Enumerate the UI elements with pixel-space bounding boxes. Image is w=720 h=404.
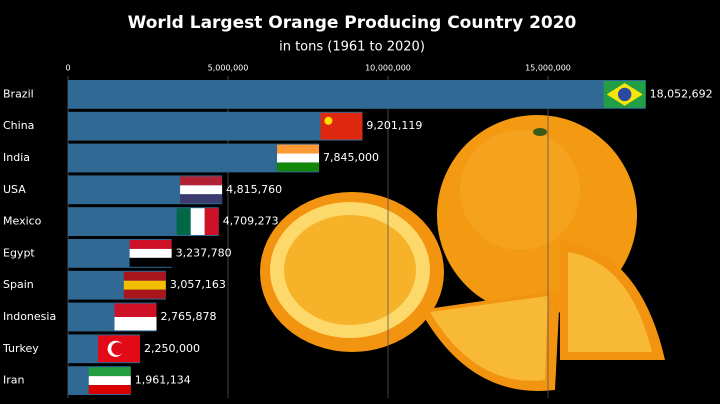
flag: [129, 240, 172, 267]
flag-part: [180, 176, 223, 186]
value-label: 3,237,780: [176, 246, 232, 259]
flag-part: [129, 240, 172, 249]
flag-part: [190, 208, 205, 235]
x-tick-label: 10,000,000: [365, 64, 411, 73]
x-tick-label: 5,000,000: [208, 64, 249, 73]
flag-part: [129, 257, 172, 267]
bar: [68, 111, 363, 141]
y-tick-label: China: [3, 119, 34, 132]
flag: [320, 112, 363, 140]
flag: [98, 335, 140, 363]
flag-part: [180, 185, 223, 195]
flag: [123, 271, 166, 299]
x-tick-label: 15,000,000: [525, 64, 571, 73]
flag-part: [176, 208, 191, 235]
flag-part: [88, 385, 131, 394]
flag-part: [617, 87, 632, 102]
value-label: 3,057,163: [170, 278, 226, 291]
flag-part: [204, 208, 219, 235]
flag: [277, 144, 320, 172]
value-label: 18,052,692: [650, 87, 713, 100]
flag: [180, 176, 223, 204]
flag-part: [114, 317, 157, 331]
chart-subtitle: in tons (1961 to 2020): [279, 40, 425, 55]
value-label: 2,765,878: [161, 310, 217, 323]
bars: Brazil 18,052,692 China 9,201,119 India 7,845…: [2, 80, 713, 395]
value-label: 4,815,760: [226, 183, 282, 196]
value-label: 1,961,134: [135, 374, 191, 387]
flag-part: [277, 153, 320, 163]
y-tick-label: USA: [3, 183, 26, 196]
y-tick-label: Brazil: [3, 87, 34, 100]
oranges-decoration: [260, 115, 665, 391]
value-label: 2,250,000: [144, 342, 200, 355]
flag-part: [180, 194, 223, 204]
y-tick-label: Spain: [3, 278, 34, 291]
y-tick-label: Iran: [3, 374, 25, 387]
flag-part: [129, 248, 172, 258]
flag: [88, 367, 131, 394]
flag-part: [123, 280, 166, 290]
flag-part: [277, 144, 320, 154]
x-tick-label: 0: [65, 64, 70, 73]
flag-part: [88, 376, 131, 386]
value-label: 4,709,273: [223, 215, 279, 228]
flag-part: [324, 116, 333, 125]
flag-part: [277, 162, 320, 172]
flag: [603, 81, 646, 108]
flag-part: [114, 303, 157, 317]
flag-part: [123, 271, 166, 281]
flag: [114, 303, 157, 331]
y-tick-label: Turkey: [2, 342, 39, 355]
flag-part: [123, 289, 166, 299]
y-tick-label: Mexico: [3, 215, 42, 228]
y-tick-label: Egypt: [3, 246, 35, 259]
flag-part: [88, 367, 131, 377]
bar: [68, 80, 646, 109]
chart-title: World Largest Orange Producing Country 2…: [128, 13, 577, 33]
flag-part: [320, 112, 363, 140]
flag: [176, 208, 219, 235]
value-label: 7,845,000: [323, 151, 379, 164]
y-tick-label: India: [3, 151, 30, 164]
y-tick-label: Indonesia: [3, 310, 56, 323]
flag-part: [111, 342, 125, 356]
value-label: 9,201,119: [366, 119, 422, 132]
